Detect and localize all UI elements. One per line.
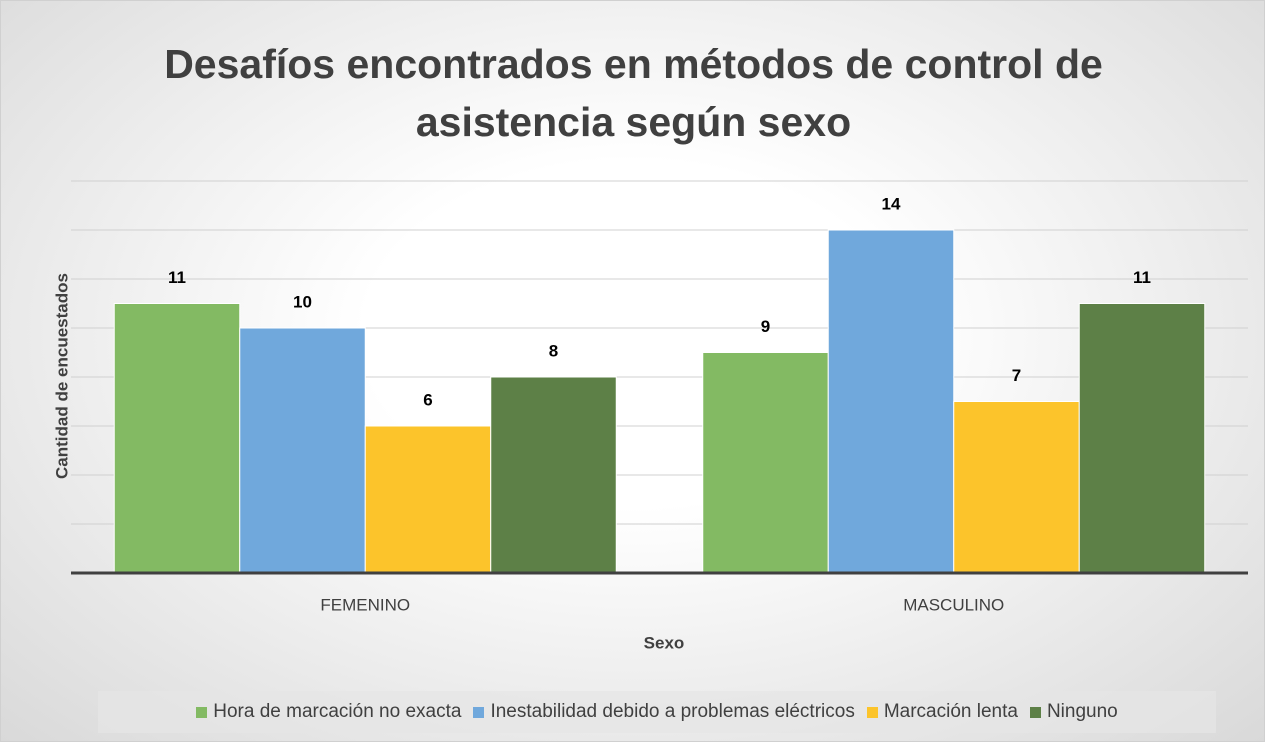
- bar: [490, 376, 617, 574]
- data-label: 11: [1133, 268, 1151, 287]
- bar: [1078, 303, 1206, 574]
- x-axis-label: Sexo: [644, 633, 685, 652]
- data-label: 9: [761, 317, 770, 336]
- legend-swatch: [473, 706, 485, 718]
- bar: [827, 229, 955, 574]
- chart-title: Desafíos encontrados en métodos de contr…: [164, 41, 1103, 145]
- data-label: 14: [882, 194, 901, 213]
- data-label: 7: [1012, 366, 1021, 385]
- bar: [239, 327, 366, 574]
- legend-item: Marcación lenta: [866, 701, 1018, 723]
- legend-label: Ninguno: [1046, 701, 1118, 722]
- legend-item: Inestabilidad debido a problemas eléctri…: [473, 701, 855, 723]
- data-label: 10: [293, 292, 312, 311]
- legend-item: Ninguno: [1029, 701, 1118, 723]
- bar: [702, 352, 829, 574]
- data-label: 8: [549, 341, 558, 360]
- legend-label: Marcación lenta: [883, 701, 1018, 722]
- legend-swatch: [866, 706, 878, 718]
- bar: [364, 425, 492, 574]
- legend: Hora de marcación no exacta Inestabilidad…: [98, 691, 1216, 733]
- data-label: 11: [168, 268, 186, 287]
- x-tick-label: FEMENINO: [320, 595, 410, 614]
- bar: [953, 401, 1080, 574]
- x-tick-label: MASCULINO: [903, 595, 1004, 614]
- legend-swatch: [196, 706, 208, 718]
- legend-label: Inestabilidad debido a problemas eléctri…: [490, 701, 855, 722]
- bar: [113, 303, 241, 574]
- legend-swatch: [1029, 706, 1041, 718]
- y-axis-label: Cantidad de encuestados: [52, 273, 71, 479]
- legend-label: Hora de marcación no exacta: [213, 701, 462, 722]
- data-label: 6: [423, 390, 432, 409]
- legend-item: Hora de marcación no exacta: [196, 701, 461, 723]
